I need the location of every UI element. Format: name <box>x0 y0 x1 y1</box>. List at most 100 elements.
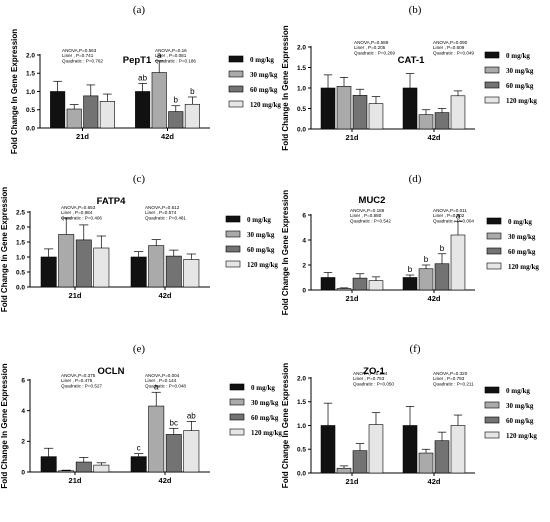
significance-letter: b <box>190 87 195 96</box>
legend-label: 30 mg/kg <box>251 399 279 407</box>
significance-letter: ab <box>138 73 147 82</box>
y-tick-label: 2 <box>302 262 306 269</box>
x-category-label: 21d <box>76 132 89 141</box>
significance-letter: bc <box>170 418 178 427</box>
panel-letter: (d) <box>409 173 422 185</box>
stat-annotation: ANOVA,P=0.653 <box>61 205 96 210</box>
stat-annotation: Quadratic : P=0.481 <box>145 215 186 220</box>
y-tick-label: 2.5 <box>16 209 25 216</box>
legend-swatch <box>225 260 241 268</box>
significance-letter: b <box>424 255 429 264</box>
legend-swatch <box>225 245 241 253</box>
bar <box>75 461 92 473</box>
stat-annotation: Quadratic : P=0.048 <box>145 383 186 388</box>
stat-annotation: Liner , P=0.793 <box>433 376 465 381</box>
y-tick-label: 1.5 <box>26 71 35 78</box>
legend-label: 30 mg/kg <box>506 67 534 75</box>
legend-label: 60 mg/kg <box>250 86 278 94</box>
bar <box>40 256 57 288</box>
bar <box>418 452 434 474</box>
bar <box>450 234 466 291</box>
x-category-label: 42d <box>428 477 441 486</box>
legend-label: 30 mg/kg <box>508 233 536 241</box>
stat-annotation: Quadratic : P=0.527 <box>61 383 102 388</box>
chart-panel-4: (d) MUC2 Fold Change In Gene Expression 0 2 4… <box>281 173 539 315</box>
y-tick-label: 2.0 <box>297 44 306 51</box>
stat-annotation: Quadratic : P=0.542 <box>350 218 391 223</box>
significance-letter: ab <box>187 411 196 420</box>
bar <box>450 95 466 130</box>
panel-letter: (a) <box>133 4 146 16</box>
bar <box>434 112 450 130</box>
legend-label: 60 mg/kg <box>506 417 534 425</box>
bar <box>66 108 82 129</box>
legend-label: 60 mg/kg <box>247 246 275 254</box>
bar <box>352 450 368 474</box>
stat-annotation: ANOVA,P=0.563 <box>62 48 97 53</box>
bar <box>58 470 75 473</box>
y-axis-label: Fold Change In Gene Expression <box>10 29 19 154</box>
legend-label: 0 mg/kg <box>508 218 532 226</box>
y-tick-label: 0.5 <box>26 107 35 114</box>
y-tick-label: 1.0 <box>26 89 35 96</box>
y-tick-label: 0.5 <box>16 269 25 276</box>
y-tick-label: 0.0 <box>26 125 35 132</box>
y-axis-label: Fold Change In Gene Expression <box>0 363 9 488</box>
stat-annotation: Liner , P=0.081 <box>155 53 187 58</box>
legend-label: 120 mg/kg <box>247 261 278 269</box>
y-tick-label: 0 <box>21 469 25 476</box>
x-category-label: 21d <box>346 133 359 142</box>
chart-title: ZO-1 <box>363 366 385 377</box>
bar <box>336 86 352 130</box>
y-tick-label: 1.5 <box>297 65 306 72</box>
y-tick-label: 0 <box>302 287 306 294</box>
bar <box>148 245 165 288</box>
stat-annotation: Liner , P=0.002 <box>433 213 465 218</box>
chart-panel-2: (b) CAT-1 Fold Change In Gene Expression 0.… <box>281 4 537 151</box>
y-tick-label: 2.0 <box>26 52 35 59</box>
significance-letter: a <box>456 211 461 220</box>
chart-title: PepT1 <box>123 55 152 66</box>
stat-annotation: Liner , P=0.609 <box>433 45 465 50</box>
chart-panel-5: (e) OCLN Fold Change In Gene Expression 0 2 4… <box>0 343 282 489</box>
legend-label: 30 mg/kg <box>250 71 278 79</box>
x-category-label: 42d <box>428 133 441 142</box>
stat-annotation: Liner , P=0.205 <box>354 45 386 50</box>
legend-swatch <box>228 85 244 93</box>
bar <box>352 95 368 130</box>
stat-annotation: ANOVA,P=0.084 <box>353 371 388 376</box>
stat-annotation: ANOVA,P=0.011 <box>433 208 467 213</box>
stat-annotation: ANOVA,P=0.16 <box>155 48 187 53</box>
stat-annotation: Liner , P=0.884 <box>61 210 93 215</box>
stat-annotation: ANOVA,P=0.320 <box>433 371 468 376</box>
chart-title: CAT-1 <box>398 55 425 66</box>
panel-letter: (c) <box>133 173 146 185</box>
stat-annotation: Quadratic : P=0.186 <box>155 58 196 63</box>
y-tick-label: 0.0 <box>297 470 306 477</box>
panel-letter: (e) <box>133 343 146 355</box>
bar <box>368 424 384 474</box>
legend-swatch <box>484 51 500 59</box>
stat-annotation: Quadratic : P=0.762 <box>62 58 103 63</box>
bar <box>151 72 167 129</box>
bar <box>320 425 336 474</box>
bar <box>336 288 352 291</box>
legend-swatch <box>486 262 502 270</box>
stat-annotation: Liner , P=0.475 <box>61 378 93 383</box>
bar <box>93 247 110 288</box>
chart-panel-6: (f) ZO-1 Fold Change In Gene Expression 0.0… <box>281 343 537 488</box>
bar <box>148 405 165 473</box>
y-axis-label: Fold Change In Gene Expression <box>281 363 290 488</box>
legend-swatch <box>484 96 500 104</box>
bar <box>93 464 110 473</box>
stat-annotation: Liner , P=0.741 <box>62 53 94 58</box>
x-category-label: 21d <box>69 291 82 300</box>
bar <box>320 87 336 130</box>
stat-annotation: ANOVA,P=0.512 <box>145 205 180 210</box>
stat-annotation: Quadratic : P=0.211 <box>433 381 474 386</box>
bar <box>135 91 151 129</box>
y-tick-label: 0.0 <box>297 126 306 133</box>
y-tick-label: 6 <box>302 212 306 219</box>
y-axis-label: Fold Change In Gene Expression <box>281 25 290 150</box>
legend-label: 30 mg/kg <box>506 402 534 410</box>
